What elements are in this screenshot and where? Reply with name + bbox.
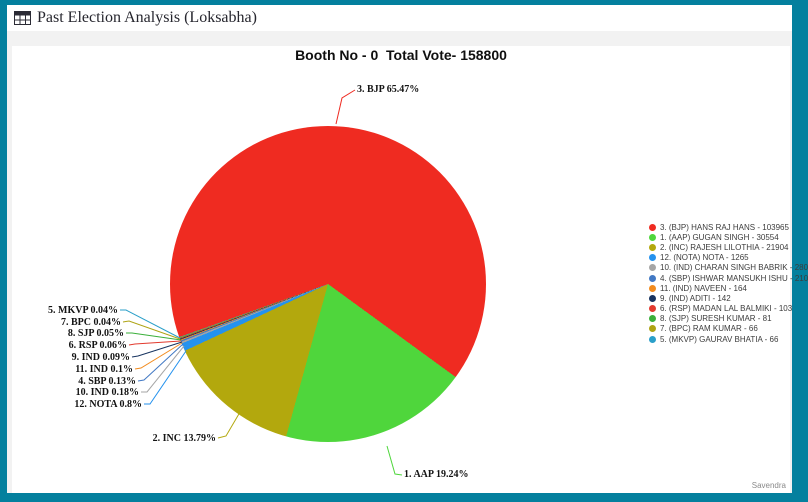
slice-label-ind11: 11. IND 0.1% [75,364,133,375]
legend-marker-icon [649,243,656,251]
legend-label: 3. (BJP) HANS RAJ HANS - 103965 [660,222,789,232]
legend-item-rsp[interactable]: 6. (RSP) MADAN LAL BALMIKI - 103 [649,304,808,314]
legend-item-ind-naveen[interactable]: 11. (IND) NAVEEN - 164 [649,283,808,293]
window-header: Past Election Analysis (Loksabha) [7,5,792,31]
legend-label: 12. (NOTA) NOTA - 1265 [660,253,749,263]
legend-marker-icon [649,294,656,302]
legend-marker-icon [649,264,656,272]
legend-item-ind-charan[interactable]: 10. (IND) CHARAN SINGH BABRIK - 280 [649,263,808,273]
watermark: Savendra [751,481,786,490]
window-border-top [0,0,808,5]
window-border-left [0,0,7,502]
slice-label-rsp: 6. RSP 0.06% [68,340,127,351]
legend-marker-icon [649,233,656,241]
slice-label-mkvp: 5. MKVP 0.04% [48,305,118,316]
legend-label: 6. (RSP) MADAN LAL BALMIKI - 103 [660,304,793,314]
legend-item-nota[interactable]: 12. (NOTA) NOTA - 1265 [649,253,808,263]
legend-marker-icon [649,325,656,333]
slice-label-ind9: 9. IND 0.09% [71,352,130,363]
legend-marker-icon [649,315,656,323]
legend-item-bjp[interactable]: 3. (BJP) HANS RAJ HANS - 103965 [649,222,808,232]
legend-marker-icon [649,254,656,262]
legend-item-inc[interactable]: 2. (INC) RAJESH LILOTHIA - 21904 [649,242,808,252]
slice-label-nota: 12. NOTA 0.8% [74,399,142,410]
legend-label: 1. (AAP) GUGAN SINGH - 30554 [660,232,779,242]
legend-label: 2. (INC) RAJESH LILOTHIA - 21904 [660,242,789,252]
slice-label-sbp: 4. SBP 0.13% [78,376,136,387]
legend-label: 4. (SBP) ISHWAR MANSUKH ISHU - 210 [660,273,808,283]
legend-label: 8. (SJP) SURESH KUMAR - 81 [660,314,772,324]
slice-label-inc: 2. INC 13.79% [152,433,216,444]
legend-label: 7. (BPC) RAM KUMAR - 66 [660,324,758,334]
slice-label-bjp: 3. BJP 65.47% [357,84,420,95]
legend-marker-icon [649,274,656,282]
legend-item-aap[interactable]: 1. (AAP) GUGAN SINGH - 30554 [649,232,808,242]
legend-marker-icon [649,305,656,313]
chart-legend: 3. (BJP) HANS RAJ HANS - 103965 1. (AAP)… [649,222,808,344]
window-title: Past Election Analysis (Loksabha) [37,9,257,26]
legend-marker-icon [649,284,656,292]
legend-item-mkvp[interactable]: 5. (MKVP) GAURAV BHATIA - 66 [649,334,808,344]
window-border-right [792,0,808,502]
slice-label-sjp: 8. SJP 0.05% [67,328,124,339]
chart-title: Booth No - 0 Total Vote- 158800 [295,47,507,63]
pie-chart[interactable] [170,126,486,442]
legend-item-sbp[interactable]: 4. (SBP) ISHWAR MANSUKH ISHU - 210 [649,273,808,283]
legend-marker-icon [649,335,656,343]
legend-item-sjp[interactable]: 8. (SJP) SURESH KUMAR - 81 [649,314,808,324]
slice-label-bpc: 7. BPC 0.04% [61,317,121,328]
legend-marker-icon [649,223,656,231]
legend-label: 5. (MKVP) GAURAV BHATIA - 66 [660,334,779,344]
slice-label-aap: 1. AAP 19.24% [404,469,469,480]
legend-item-bpc[interactable]: 7. (BPC) RAM KUMAR - 66 [649,324,808,334]
legend-label: 10. (IND) CHARAN SINGH BABRIK - 280 [660,263,808,273]
legend-item-ind-aditi[interactable]: 9. (IND) ADITI - 142 [649,293,808,303]
slice-label-ind10: 10. IND 0.18% [75,387,139,398]
legend-label: 11. (IND) NAVEEN - 164 [660,283,747,293]
legend-label: 9. (IND) ADITI - 142 [660,293,731,303]
window-border-bottom [0,493,808,502]
table-icon [14,11,31,25]
